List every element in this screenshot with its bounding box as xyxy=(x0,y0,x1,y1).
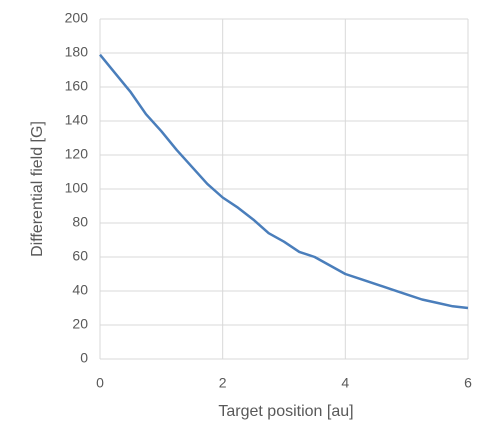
y-tick-label: 160 xyxy=(65,78,89,94)
y-tick-label: 20 xyxy=(72,316,88,332)
y-tick-label: 100 xyxy=(65,180,89,196)
y-tick-label: 80 xyxy=(72,214,88,230)
y-tick-label: 60 xyxy=(72,248,88,264)
y-tick-label: 180 xyxy=(65,44,89,60)
x-tick-label: 0 xyxy=(96,375,104,391)
y-tick-label: 140 xyxy=(65,112,89,128)
y-tick-label: 200 xyxy=(65,10,89,26)
x-tick-label: 2 xyxy=(219,375,227,391)
x-tick-label: 4 xyxy=(341,375,349,391)
x-tick-label: 6 xyxy=(464,375,472,391)
data-line xyxy=(99,53,469,310)
y-tick-label: 120 xyxy=(65,146,89,162)
x-axis-label: Target position [au] xyxy=(218,403,353,420)
y-tick-label: 0 xyxy=(80,350,88,366)
y-tick-label: 40 xyxy=(72,282,88,298)
y-axis-label: Differential field [G] xyxy=(29,121,46,257)
